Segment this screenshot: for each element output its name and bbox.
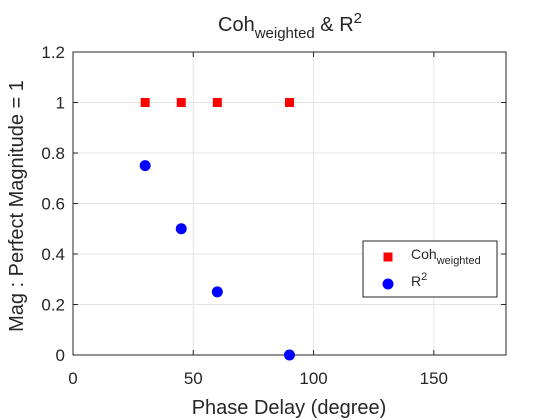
legend-label-subscript: weighted [436,255,481,267]
title-main: Coh [218,14,255,36]
y-tick-label: 0.2 [41,296,65,315]
y-tick-label: 0 [56,346,65,365]
grid-lines [72,51,506,356]
title-main-subscript: weighted [254,25,315,42]
title-joiner-superscript: 2 [354,10,362,27]
y-axis-title: Mag : Perfect Magnitude = 1 [6,80,28,332]
coh-weighted-point [212,98,222,107]
y-tick-label: 1.2 [41,43,65,62]
y-tick-label: 1 [56,94,65,113]
legend-label: Cohweighted [411,246,481,267]
x-tick-label: 150 [420,369,448,388]
y-tick-label: 0.6 [41,195,65,214]
coh-weighted-point [176,98,186,107]
data-points [139,98,295,361]
r-squared-point [139,160,151,172]
axis-ticks [72,51,506,356]
y-tick-label: 0.4 [41,245,65,264]
coh-weighted-point [140,98,150,107]
tick-labels: 0 50 100 150 0 0.2 0.4 0.6 0.8 1 1.2 [41,43,448,388]
chart-title: Cohweighted & R2 [218,10,362,42]
x-tick-label: 100 [299,369,327,388]
r-squared-point [175,223,187,235]
x-tick-label: 50 [184,369,203,388]
coh-weighted-point [285,98,294,107]
legend-label-main: Coh [411,246,437,262]
r-squared-point [284,349,295,361]
legend-square-marker [383,252,393,262]
r-squared-point [211,286,223,298]
x-tick-label: 0 [68,369,77,388]
legend-label-superscript: 2 [421,271,427,283]
x-axis-title: Phase Delay (degree) [192,397,387,419]
title-joiner: & R [315,14,354,36]
legend-box [362,240,498,298]
legend: Cohweighted R2 [362,240,498,298]
legend-label: R2 [411,271,427,289]
y-tick-label: 0.8 [41,144,65,163]
legend-circle-marker [382,278,394,290]
legend-label-main: R [411,273,421,289]
